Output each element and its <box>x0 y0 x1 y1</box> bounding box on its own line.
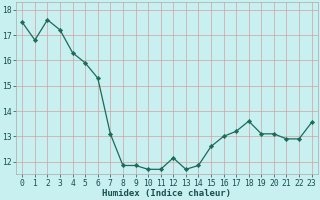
X-axis label: Humidex (Indice chaleur): Humidex (Indice chaleur) <box>102 189 231 198</box>
